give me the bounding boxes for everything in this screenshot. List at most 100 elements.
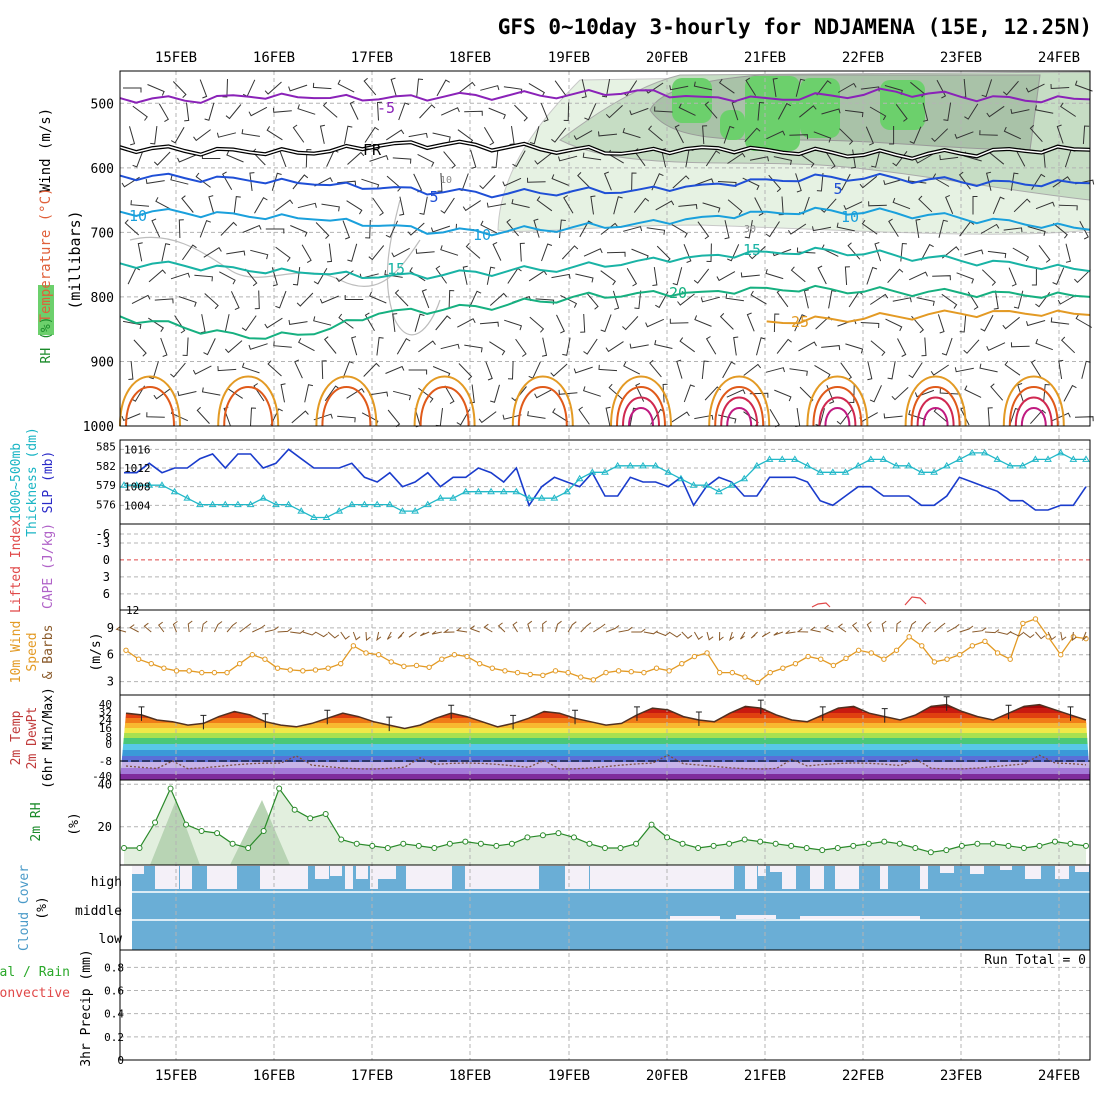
wind10m-barb — [542, 620, 547, 633]
slp-tick-label: 1012 — [124, 462, 151, 475]
wind10m-barb — [851, 622, 860, 633]
wind-barb — [512, 150, 526, 168]
thickness-point — [689, 481, 698, 488]
wind-barb — [486, 202, 506, 208]
wind-barb — [671, 411, 690, 423]
wind-barb — [1004, 360, 1021, 376]
wind-barb — [649, 359, 662, 378]
wind-barb — [727, 199, 743, 216]
rh-fill — [124, 788, 1086, 865]
wind-barb — [676, 359, 683, 379]
wind-barb — [435, 408, 443, 427]
wind10m-barb — [946, 624, 960, 633]
wind-barb — [577, 172, 591, 189]
wind-barb — [693, 268, 710, 284]
wind-barb — [480, 85, 500, 91]
boundary-layer-contour — [1002, 375, 1065, 427]
wind-barb — [558, 389, 578, 395]
wind-barb — [582, 386, 601, 397]
wind-barb — [270, 408, 283, 426]
wind-barb — [365, 219, 371, 239]
cape-frame — [119, 523, 1091, 611]
wind-barb — [275, 246, 291, 262]
temp2m-ylabels: 2m Temp 2m DewPt (6hr Min/Max) — [9, 687, 56, 789]
thickness-point — [778, 455, 787, 462]
wind10m-barb — [252, 624, 266, 633]
wind-barb — [551, 174, 569, 186]
wind-barb — [769, 409, 780, 428]
rh-point — [803, 845, 810, 851]
wind-barb — [177, 154, 197, 163]
wind10m-barb — [397, 631, 405, 639]
wind10m-barb — [340, 631, 350, 640]
li-tick-label: -3 — [96, 536, 110, 550]
wind-barb — [364, 126, 379, 143]
thickness-point — [284, 500, 293, 508]
wind-barb — [335, 270, 354, 283]
wind10m-barb — [226, 622, 237, 633]
thickness-point — [335, 507, 344, 514]
wind-barb — [1050, 317, 1070, 325]
wind-barb — [528, 270, 548, 282]
rh-point — [524, 834, 531, 841]
wind-barb — [391, 247, 410, 258]
temp-tick-label: 8 — [105, 731, 112, 744]
isotherm-label: 20 — [669, 284, 687, 302]
cloud-gap — [180, 866, 192, 889]
wind-barb — [147, 84, 165, 96]
wind-barb — [204, 102, 215, 121]
wind-barb — [347, 151, 365, 165]
wind-barb — [655, 291, 669, 309]
wind-barb — [145, 178, 165, 184]
wind-barb — [746, 312, 755, 332]
wind-barb — [1060, 102, 1076, 117]
wind-barb — [724, 220, 730, 240]
thickness-point — [132, 481, 141, 488]
wind-barb — [1038, 245, 1051, 263]
wind-barb — [914, 389, 935, 398]
wind-barb — [705, 150, 721, 167]
wind-barb — [226, 250, 246, 256]
wind-barb — [182, 337, 189, 357]
wind-barb — [292, 267, 301, 286]
wind-barb — [936, 79, 947, 99]
boundary-layer-contour — [419, 386, 470, 427]
wind-barb — [967, 291, 979, 310]
wind-ylabel: Wind (m/s) — [38, 108, 54, 192]
wind-barb — [870, 340, 886, 357]
wind-speed-point — [325, 665, 331, 671]
wind-barb — [789, 134, 809, 140]
cloud-gap — [880, 866, 888, 889]
wind-barb — [987, 407, 993, 427]
temp-minmax-bar — [448, 704, 455, 720]
wind10m-barb — [365, 631, 371, 641]
wind-speed-point — [388, 659, 394, 665]
isotherm-label: -5 — [377, 99, 395, 117]
temp-minmax-bar — [1005, 704, 1012, 720]
wind-barb — [153, 387, 172, 400]
date-label-top: 16FEB — [253, 50, 295, 66]
wind-barb — [897, 338, 907, 357]
wind-barb — [418, 340, 436, 353]
rh-point — [788, 842, 795, 849]
precip-tick-label: 0 — [117, 1054, 124, 1067]
wind-barb — [773, 156, 792, 165]
wind-barb — [939, 388, 959, 395]
wind-barb — [319, 295, 339, 304]
wind-barb — [888, 218, 899, 237]
wind-barb — [432, 132, 451, 142]
wind-barb — [369, 154, 389, 162]
wind-barb — [939, 155, 959, 161]
wind-barb — [559, 219, 566, 239]
boundary-layer-contour — [511, 375, 574, 427]
wind-barb — [194, 274, 213, 282]
wind-barb — [146, 412, 165, 418]
thickness-point — [259, 494, 268, 501]
thickness-point — [461, 487, 470, 495]
wind-barb — [694, 178, 714, 186]
wind-barb — [774, 389, 792, 402]
wind-barb — [669, 318, 689, 324]
temp-minmax-bar — [1067, 706, 1074, 721]
wind-barb — [756, 337, 766, 356]
cloud-gap — [810, 866, 824, 889]
